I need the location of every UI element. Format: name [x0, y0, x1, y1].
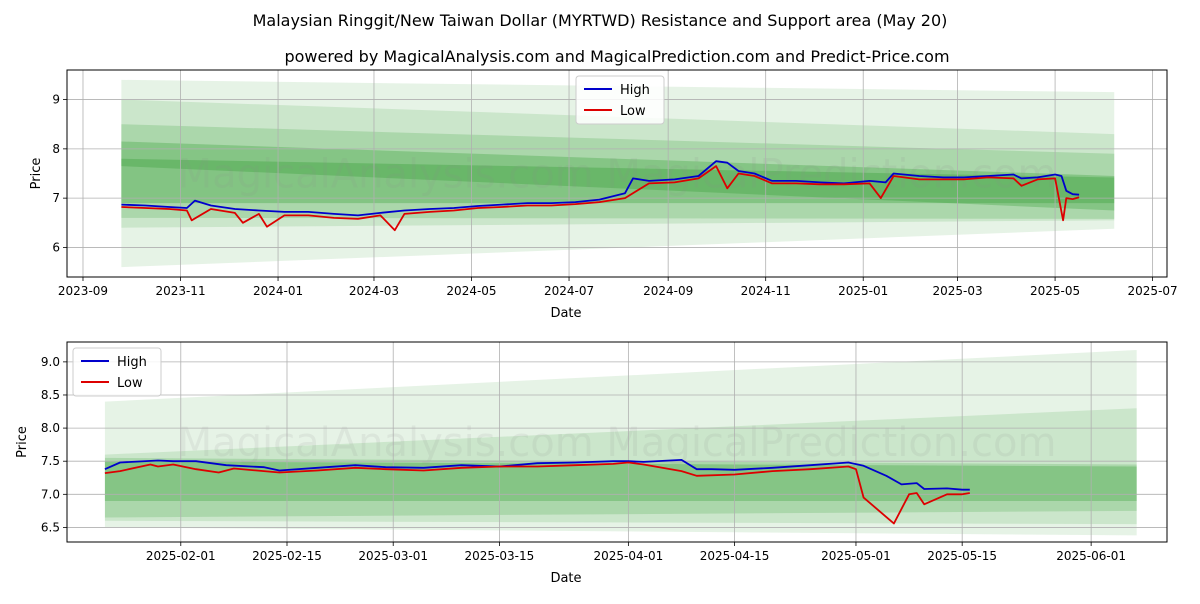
support-resistance-band [104, 349, 1137, 536]
watermark-text: MagicalAnalysis.com MagicalPrediction.co… [178, 420, 1057, 466]
x-axis-label: Date [550, 306, 581, 321]
y-tick-label: 8.5 [41, 388, 60, 402]
x-tick-label: 2025-03 [932, 284, 982, 298]
support-resistance-band [104, 408, 1137, 525]
y-tick-label: 7.5 [41, 454, 60, 468]
x-tick-label: 2025-05 [1030, 284, 1080, 298]
series-line-high [121, 160, 1080, 217]
x-tick-label: 2025-04-15 [700, 549, 770, 563]
x-tick-label: 2024-03 [349, 284, 399, 298]
x-tick-label: 2024-01 [253, 284, 303, 298]
x-tick-label: 2023-11 [155, 284, 205, 298]
x-tick-label: 2025-02-01 [146, 549, 216, 563]
legend: High Low [575, 75, 665, 125]
series-group [121, 160, 1080, 232]
support-resistance-band [121, 141, 1115, 211]
band-group [121, 79, 1115, 268]
x-tick-label: 2025-07 [1128, 284, 1178, 298]
band-group [104, 349, 1137, 536]
legend-label-low: Low [117, 376, 143, 391]
x-tick-label: 2025-03-01 [358, 549, 428, 563]
legend-label-high: High [620, 83, 650, 98]
series-line-low [104, 461, 970, 525]
x-tick-label: 2024-11 [741, 284, 791, 298]
chart-subtitle: powered by MagicalAnalysis.com and Magic… [284, 47, 949, 66]
series-line-high [104, 459, 970, 491]
y-tick-label: 8.0 [41, 421, 60, 435]
y-tick-label: 7.0 [41, 487, 60, 501]
x-tick-label: 2023-09 [58, 284, 108, 298]
legend-label-high: High [117, 355, 147, 370]
support-resistance-band [121, 79, 1115, 268]
legend: High Low [72, 347, 162, 397]
x-tick-label: 2025-03-15 [465, 549, 535, 563]
y-tick-label: 6 [52, 240, 60, 254]
y-axis-label: Price [29, 158, 44, 190]
y-tick-label: 7 [52, 191, 60, 205]
y-tick-label: 8 [52, 142, 60, 156]
support-resistance-band [121, 99, 1115, 228]
lower-chart: MagicalAnalysis.com MagicalPrediction.co… [15, 341, 1168, 586]
y-tick-label: 9 [52, 93, 60, 107]
upper-chart: MagicalAnalysis.com MagicalPrediction.co… [29, 69, 1178, 321]
legend-label-low: Low [620, 104, 646, 119]
y-tick-label: 6.5 [41, 520, 60, 534]
y-tick-label: 9.0 [41, 355, 60, 369]
x-tick-label: 2025-05-01 [821, 549, 891, 563]
series-group [104, 459, 970, 525]
x-tick-label: 2024-05 [446, 284, 496, 298]
support-resistance-band [104, 461, 1137, 501]
x-tick-label: 2024-07 [544, 284, 594, 298]
plot-frame [66, 341, 1168, 543]
support-resistance-band [121, 124, 1115, 219]
chart-title: Malaysian Ringgit/New Taiwan Dollar (MYR… [253, 11, 948, 30]
watermark-text: MagicalAnalysis.com MagicalPrediction.co… [178, 152, 1057, 198]
y-axis-label: Price [15, 426, 30, 458]
series-line-low [121, 165, 1080, 232]
support-resistance-band [121, 158, 1115, 204]
x-tick-label: 2025-05-15 [927, 549, 997, 563]
plot-frame [66, 69, 1168, 278]
x-tick-label: 2025-01 [838, 284, 888, 298]
x-tick-label: 2025-04-01 [594, 549, 664, 563]
x-tick-label: 2024-09 [643, 284, 693, 298]
x-axis-label: Date [550, 571, 581, 586]
x-tick-label: 2025-06-01 [1056, 549, 1126, 563]
x-tick-label: 2025-02-15 [252, 549, 322, 563]
